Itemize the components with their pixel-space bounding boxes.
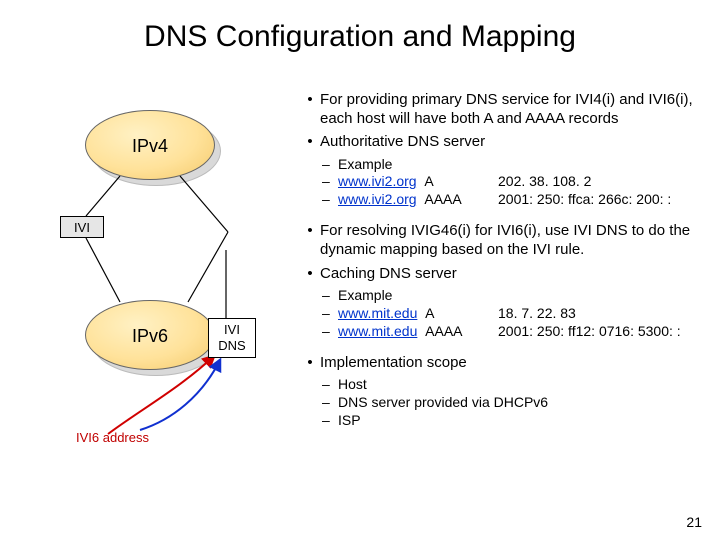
bullet-mark: •: [300, 221, 320, 259]
page-number: 21: [686, 514, 702, 530]
bullet-3: For resolving IVIG46(i) for IVI6(i), use…: [320, 221, 700, 259]
bullet-1: For providing primary DNS service for IV…: [320, 90, 700, 128]
link-mit-a[interactable]: www.mit.edu: [338, 305, 417, 321]
content: • For providing primary DNS service for …: [300, 90, 700, 441]
example-label: Example: [338, 287, 498, 305]
bullet-mark: •: [300, 132, 320, 151]
link-ivi2-aaaa[interactable]: www.ivi2.org: [338, 191, 417, 207]
diagram: IPv4 IPv6 IVI IVI DNS IVI6 address: [30, 90, 290, 490]
ivi6-caption: IVI6 address: [76, 430, 149, 445]
link-ivi2-a[interactable]: www.ivi2.org: [338, 173, 417, 189]
scope-host: Host: [338, 376, 367, 394]
bullet-mark: •: [300, 90, 320, 128]
line-ivi-v6: [86, 238, 120, 302]
line-right-v6: [188, 232, 228, 302]
scope-isp: ISP: [338, 412, 361, 430]
arrow-blue: [140, 360, 220, 430]
ipv4-cloud: IPv4: [85, 110, 215, 180]
rec-type: A: [424, 173, 433, 189]
link-mit-aaaa[interactable]: www.mit.edu: [338, 323, 417, 339]
line-v4-right: [180, 176, 228, 232]
rec-val: 2001: 250: ffca: 266c: 200: :: [498, 191, 700, 209]
bullet-5: Implementation scope: [320, 353, 700, 372]
line-v4-ivi: [86, 176, 120, 216]
rec-val: 18. 7. 22. 83: [498, 305, 700, 323]
ivi-box: IVI: [60, 216, 104, 238]
rec-type: AAAA: [425, 323, 462, 339]
scope-dhcp: DNS server provided via DHCPv6: [338, 394, 548, 412]
bullet-4: Caching DNS server: [320, 264, 700, 283]
ipv6-cloud: IPv6: [85, 300, 215, 370]
slide-title: DNS Configuration and Mapping: [0, 20, 720, 54]
dns-box-line1: IVI: [209, 322, 255, 338]
example-label: Example: [338, 156, 498, 174]
rec-val: 2001: 250: ff12: 0716: 5300: :: [498, 323, 700, 341]
rec-val: 202. 38. 108. 2: [498, 173, 700, 191]
rec-type: A: [425, 305, 434, 321]
bullet-mark: •: [300, 353, 320, 372]
bullet-2: Authoritative DNS server: [320, 132, 700, 151]
bullet-mark: •: [300, 264, 320, 283]
ivi-dns-box: IVI DNS: [208, 318, 256, 358]
dns-box-line2: DNS: [209, 338, 255, 354]
rec-type: AAAA: [424, 191, 461, 207]
